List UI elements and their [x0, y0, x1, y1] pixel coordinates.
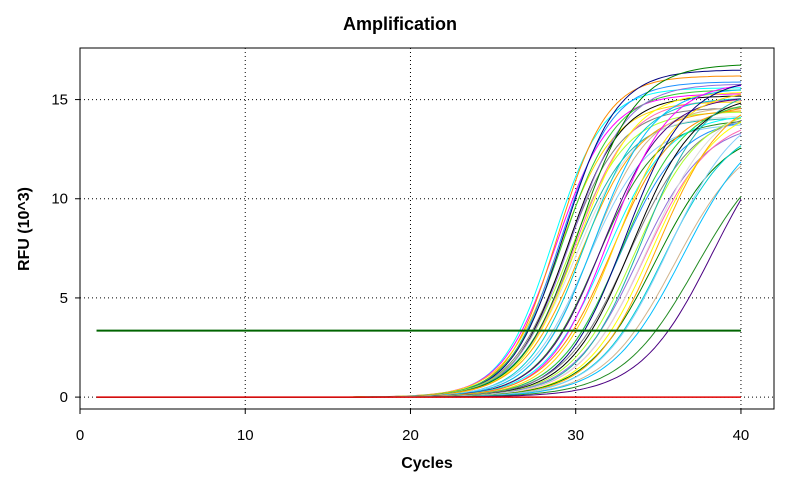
grid: [80, 48, 774, 409]
x-tick-label: 40: [733, 427, 750, 444]
axis-ticks: 0 10 20 30 40 0 5 10 15: [51, 92, 749, 444]
y-tick-label: 10: [51, 191, 68, 208]
x-tick-label: 0: [76, 427, 84, 444]
x-tick-label: 10: [237, 427, 254, 444]
x-tick-label: 30: [567, 427, 584, 444]
y-tick-label: 5: [60, 290, 68, 307]
y-axis-label: RFU (10^3): [16, 187, 33, 271]
reference-lines: [96, 329, 741, 398]
y-tick-label: 0: [60, 389, 68, 406]
x-axis-label: Cycles: [401, 455, 453, 472]
x-tick-label: 20: [402, 427, 419, 444]
y-tick-label: 15: [51, 92, 68, 109]
chart-title: Amplification: [343, 14, 457, 34]
